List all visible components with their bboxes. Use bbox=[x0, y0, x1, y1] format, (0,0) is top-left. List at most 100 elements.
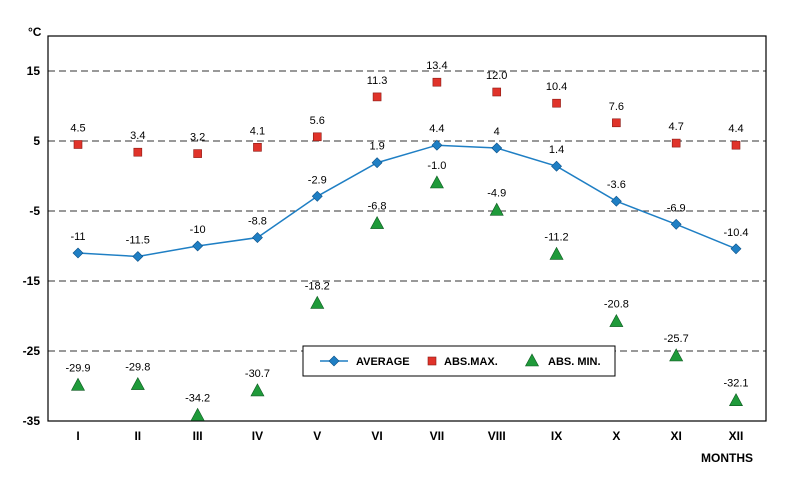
x-axis-ticks: I II III IV V VI VII VIII IX X XI XII bbox=[76, 429, 743, 443]
data-label: -29.9 bbox=[65, 362, 90, 374]
legend-label: ABS. MIN. bbox=[548, 356, 601, 368]
triangle-marker bbox=[130, 376, 145, 390]
triangle-marker bbox=[190, 407, 205, 421]
data-label: 4.7 bbox=[669, 121, 684, 133]
square-marker bbox=[552, 98, 561, 108]
y-tick-label: -35 bbox=[23, 414, 41, 428]
diamond-marker bbox=[252, 232, 263, 244]
data-label: -34.2 bbox=[185, 392, 210, 404]
y-tick-label: 5 bbox=[33, 134, 40, 148]
data-label: 3.2 bbox=[190, 132, 205, 144]
data-label: 4 bbox=[494, 126, 500, 138]
data-label: -11.2 bbox=[544, 231, 568, 243]
diamond-marker bbox=[192, 240, 204, 252]
square-marker bbox=[133, 147, 143, 157]
data-label: 4.1 bbox=[250, 125, 265, 137]
legend-entry: ABS. MIN. bbox=[524, 353, 601, 368]
data-label: 5.6 bbox=[310, 115, 325, 127]
x-tick-label: III bbox=[193, 429, 203, 443]
diamond-marker bbox=[491, 142, 503, 154]
data-label: -20.8 bbox=[604, 299, 629, 311]
x-axis-label: MONTHS bbox=[701, 451, 753, 465]
legend-label: AVERAGE bbox=[356, 356, 410, 368]
x-tick-label: XI bbox=[671, 429, 682, 443]
triangle-marker bbox=[250, 383, 265, 397]
data-label: -6.8 bbox=[368, 201, 387, 213]
series-square: 4.5 3.4 3.2 4.1 5.6 11.3 13.4 12.0 10.4 7.6 4.7 4.4 bbox=[70, 60, 744, 158]
series-triangle: -29.9 -29.8 -34.2 -30.7 -18.2 -6.8 -1.0 -4.9 -11… bbox=[65, 160, 749, 421]
legend-entry: ABS.MAX. bbox=[427, 356, 498, 368]
square-marker bbox=[731, 140, 741, 150]
legend-box bbox=[302, 345, 616, 377]
x-tick-label: I bbox=[76, 429, 79, 443]
legend-label: ABS.MAX. bbox=[444, 356, 498, 368]
data-label: 4.5 bbox=[70, 123, 85, 135]
square-marker bbox=[432, 77, 442, 87]
data-label: -29.8 bbox=[125, 362, 150, 374]
legend-square-icon bbox=[427, 356, 437, 366]
data-label: 11.3 bbox=[367, 75, 388, 87]
data-label: 1.9 bbox=[369, 141, 384, 153]
triangle-marker bbox=[549, 246, 564, 260]
triangle-marker bbox=[310, 295, 325, 309]
triangle-marker bbox=[728, 393, 744, 406]
series-marks: -11 -11.5 -10 -8.8 -2.9 1.9 4.4 4 1.4 -3.6 -6.9 -10… bbox=[65, 60, 749, 421]
data-label: -11 bbox=[70, 231, 85, 243]
diamond-marker bbox=[730, 243, 742, 255]
diamond-marker bbox=[311, 190, 323, 202]
data-label: 4.4 bbox=[728, 123, 743, 135]
data-label: -6.9 bbox=[667, 202, 686, 214]
x-tick-label: X bbox=[612, 429, 620, 443]
data-label: -25.7 bbox=[664, 333, 689, 345]
data-label: -1.0 bbox=[427, 160, 446, 172]
data-label: 7.6 bbox=[609, 101, 624, 113]
y-axis-label: °C bbox=[28, 25, 42, 39]
square-marker bbox=[253, 143, 262, 152]
data-label: -30.7 bbox=[245, 368, 270, 380]
data-label: -4.9 bbox=[487, 187, 506, 199]
y-tick-label: -5 bbox=[29, 204, 40, 218]
legend-entry: AVERAGE bbox=[320, 355, 410, 368]
data-label: -32.1 bbox=[723, 378, 748, 390]
data-label: -2.9 bbox=[308, 174, 327, 186]
average-line bbox=[77, 144, 737, 258]
triangle-marker bbox=[370, 215, 385, 229]
plot-frame bbox=[47, 35, 767, 422]
diamond-marker bbox=[371, 157, 383, 169]
x-tick-label: VI bbox=[371, 429, 382, 443]
data-label: -18.2 bbox=[305, 280, 330, 292]
triangle-marker bbox=[70, 377, 86, 391]
x-tick-label: II bbox=[134, 429, 141, 443]
x-tick-label: IV bbox=[252, 429, 263, 443]
legend-triangle-icon bbox=[524, 353, 540, 367]
square-marker bbox=[492, 87, 502, 97]
square-marker bbox=[312, 132, 322, 142]
y-tick-label: 15 bbox=[27, 64, 41, 78]
data-label: 10.4 bbox=[546, 81, 567, 93]
data-label: 1.4 bbox=[549, 144, 564, 156]
data-label: -11.5 bbox=[126, 235, 150, 247]
diamond-marker bbox=[610, 195, 622, 207]
x-tick-label: XII bbox=[729, 429, 744, 443]
x-tick-label: VIII bbox=[488, 429, 506, 443]
triangle-marker bbox=[429, 175, 444, 189]
x-tick-label: V bbox=[313, 429, 321, 443]
triangle-marker bbox=[489, 202, 504, 216]
x-tick-label: IX bbox=[551, 429, 562, 443]
series-diamond: -11 -11.5 -10 -8.8 -2.9 1.9 4.4 4 1.4 -3.6 -6.9 -10… bbox=[70, 123, 749, 262]
diamond-marker bbox=[670, 218, 682, 230]
diamond-marker bbox=[132, 251, 144, 262]
data-label: 3.4 bbox=[130, 130, 145, 142]
square-marker bbox=[372, 92, 382, 102]
diamond-marker bbox=[431, 139, 443, 151]
data-label: -10 bbox=[190, 224, 206, 236]
x-tick-label: VII bbox=[430, 429, 445, 443]
square-marker bbox=[671, 138, 681, 148]
y-axis-ticks: 15 5 -5 -15 -25 -35 bbox=[23, 64, 41, 428]
data-label: 13.4 bbox=[426, 60, 447, 72]
square-marker bbox=[73, 140, 83, 149]
diamond-marker bbox=[72, 247, 84, 259]
data-label: -3.6 bbox=[607, 179, 626, 191]
y-tick-label: -15 bbox=[23, 274, 41, 288]
